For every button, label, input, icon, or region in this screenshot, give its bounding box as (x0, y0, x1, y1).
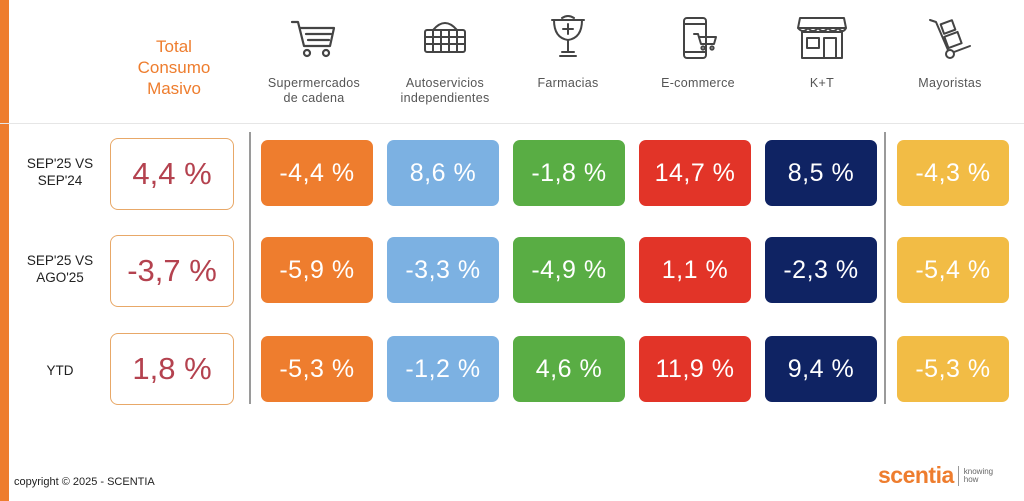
header-divider (0, 123, 1024, 124)
logo-tagline: knowing how (963, 466, 994, 484)
value-cell-kt: 8,5 % (765, 140, 877, 206)
scentia-logo: scentia knowing how (878, 462, 993, 489)
column-label-farmacias: Farmacias (537, 76, 599, 90)
value-cell-autoservicios: 8,6 % (387, 140, 499, 206)
hand-truck-icon (929, 19, 971, 59)
storefront-icon (797, 17, 847, 59)
value-cell-farmacias: -1,8 % (513, 140, 625, 206)
column-label-autoservicios: Autoservicios independientes (400, 76, 490, 105)
column-header-farmacias: Farmacias (508, 14, 628, 90)
value-cell-kt: -2,3 % (765, 237, 877, 303)
vertical-divider-left (249, 132, 251, 404)
value-cell-ecommerce: 11,9 % (639, 336, 751, 402)
value-cell-autoservicios: -1,2 % (387, 336, 499, 402)
logo-separator (957, 465, 959, 486)
column-header-ecommerce: E-commerce (638, 14, 758, 90)
shopping-basket-icon (424, 22, 466, 53)
shopping-cart-icon (290, 20, 336, 58)
vertical-divider-right (884, 132, 886, 404)
value-cell-supermercados: -5,9 % (261, 237, 373, 303)
value-cell-autoservicios: -3,3 % (387, 237, 499, 303)
row-label-sep25-vs-sep24: SEP'25 VS SEP'24 (26, 156, 94, 188)
value-cell-farmacias: -4,9 % (513, 237, 625, 303)
row-label-ytd: YTD (46, 363, 74, 378)
logo-wordmark: scentia (878, 462, 954, 488)
value-cell-supermercados: -4,4 % (261, 140, 373, 206)
column-label-mayoristas: Mayoristas (918, 76, 982, 90)
value-cell-ecommerce: 14,7 % (639, 140, 751, 206)
column-label-kt: K+T (809, 76, 835, 90)
total-header: Total Consumo Masivo (112, 36, 236, 99)
value-cell-mayoristas: -4,3 % (897, 140, 1009, 206)
value-cell-ecommerce: 1,1 % (639, 237, 751, 303)
total-value-cell: 1,8 % (110, 333, 234, 405)
total-value-cell: 4,4 % (110, 138, 234, 210)
mobile-cart-icon (683, 17, 717, 59)
value-cell-farmacias: 4,6 % (513, 336, 625, 402)
column-header-autoservicios: Autoservicios independientes (385, 14, 505, 105)
total-header-label: Total Consumo Masivo (137, 37, 211, 98)
value-cell-mayoristas: -5,4 % (897, 237, 1009, 303)
column-header-supermercados: Supermercados de cadena (254, 14, 374, 105)
column-header-kt: K+T (762, 14, 882, 90)
copyright-text: copyright © 2025 - SCENTIA (14, 476, 155, 488)
value-cell-kt: 9,4 % (765, 336, 877, 402)
accent-side-bar (0, 0, 9, 501)
value-cell-mayoristas: -5,3 % (897, 336, 1009, 402)
column-label-supermercados: Supermercados de cadena (267, 76, 361, 105)
value-cell-supermercados: -5,3 % (261, 336, 373, 402)
column-header-mayoristas: Mayoristas (890, 14, 1010, 90)
column-label-ecommerce: E-commerce (661, 76, 735, 90)
pharmacy-cup-icon (551, 15, 585, 57)
row-label-sep25-vs-ago25: SEP'25 VS AGO'25 (26, 253, 94, 285)
total-value-cell: -3,7 % (110, 235, 234, 307)
